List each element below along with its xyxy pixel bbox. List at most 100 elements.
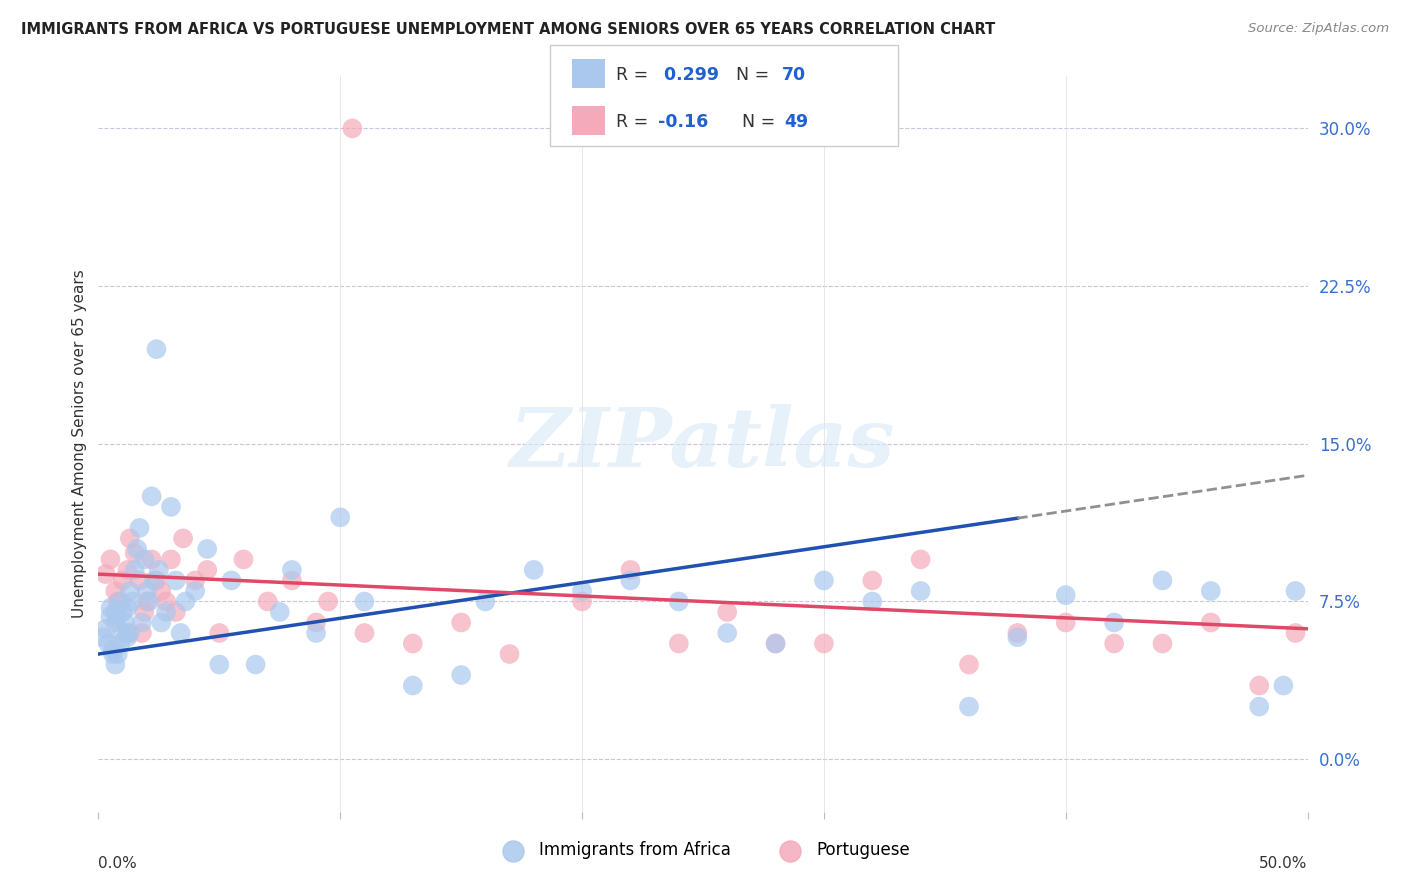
Text: 70: 70 xyxy=(782,66,806,84)
Point xyxy=(100,552,122,566)
Point xyxy=(232,552,254,566)
Point xyxy=(135,584,157,599)
Point xyxy=(143,574,166,588)
Point xyxy=(1249,699,1271,714)
Point xyxy=(97,636,120,650)
Point xyxy=(172,532,194,546)
Point xyxy=(108,636,131,650)
Point xyxy=(305,626,328,640)
Point xyxy=(208,626,231,640)
Point xyxy=(668,594,690,608)
Text: IMMIGRANTS FROM AFRICA VS PORTUGUESE UNEMPLOYMENT AMONG SENIORS OVER 65 YEARS CO: IMMIGRANTS FROM AFRICA VS PORTUGUESE UNE… xyxy=(21,22,995,37)
Point xyxy=(316,594,339,608)
Point xyxy=(1199,584,1222,599)
Point xyxy=(127,541,149,556)
Point xyxy=(169,626,191,640)
Point xyxy=(450,668,472,682)
Point xyxy=(1102,636,1125,650)
Point xyxy=(131,626,153,640)
Point xyxy=(571,594,593,608)
Text: R =: R = xyxy=(616,113,654,131)
Text: 0.0%: 0.0% xyxy=(98,856,138,871)
Point xyxy=(141,489,163,503)
Point xyxy=(860,594,883,608)
Point xyxy=(104,615,127,630)
Point xyxy=(208,657,231,672)
Point xyxy=(104,605,127,619)
Point xyxy=(145,574,167,588)
Point xyxy=(256,594,278,608)
Point xyxy=(523,563,546,577)
Point xyxy=(118,626,141,640)
Point xyxy=(813,636,835,650)
Point xyxy=(1054,588,1077,602)
Point xyxy=(141,552,163,566)
Point xyxy=(165,574,187,588)
Point xyxy=(221,574,243,588)
Point xyxy=(402,636,425,650)
Point xyxy=(150,584,173,599)
Point xyxy=(450,615,472,630)
Point xyxy=(104,657,127,672)
Y-axis label: Unemployment Among Seniors over 65 years: Unemployment Among Seniors over 65 years xyxy=(72,269,87,618)
Point xyxy=(1272,679,1295,693)
Point xyxy=(245,657,267,672)
Point xyxy=(329,510,352,524)
Point xyxy=(342,121,364,136)
Point xyxy=(1102,615,1125,630)
Text: 0.299: 0.299 xyxy=(658,66,718,84)
Point xyxy=(1054,615,1077,630)
Point xyxy=(353,626,375,640)
Point xyxy=(165,605,187,619)
Point xyxy=(101,647,124,661)
Point xyxy=(957,699,980,714)
Text: R =: R = xyxy=(616,66,654,84)
Point xyxy=(145,342,167,356)
Point xyxy=(1152,636,1174,650)
Point xyxy=(195,563,218,577)
Point xyxy=(155,605,177,619)
Point xyxy=(107,609,129,624)
Point xyxy=(91,630,114,644)
Point xyxy=(128,521,150,535)
Point xyxy=(195,541,218,556)
Point xyxy=(107,594,129,608)
Point xyxy=(94,567,117,582)
Text: 49: 49 xyxy=(785,113,808,131)
Point xyxy=(716,626,738,640)
Point xyxy=(104,584,127,599)
Point xyxy=(117,563,139,577)
Point xyxy=(184,574,207,588)
Point xyxy=(184,584,207,599)
Point xyxy=(124,563,146,577)
Point xyxy=(101,642,124,657)
Point xyxy=(765,636,787,650)
Point xyxy=(910,552,932,566)
Point xyxy=(860,574,883,588)
Point xyxy=(134,605,156,619)
Point xyxy=(124,546,146,560)
Point xyxy=(121,594,143,608)
Point xyxy=(1284,626,1306,640)
Point xyxy=(108,594,131,608)
Point xyxy=(1249,679,1271,693)
Point xyxy=(160,552,183,566)
Point xyxy=(148,563,170,577)
Point xyxy=(498,647,520,661)
Point xyxy=(150,615,173,630)
Point xyxy=(269,605,291,619)
Point xyxy=(765,636,787,650)
Point xyxy=(131,615,153,630)
Point xyxy=(114,615,136,630)
Point xyxy=(353,594,375,608)
Point xyxy=(957,657,980,672)
Point xyxy=(117,600,139,615)
Text: N =: N = xyxy=(731,113,780,131)
Point xyxy=(128,574,150,588)
Point xyxy=(174,594,197,608)
Point xyxy=(1284,584,1306,599)
Legend: Immigrants from Africa, Portuguese: Immigrants from Africa, Portuguese xyxy=(489,835,917,866)
Point xyxy=(111,626,134,640)
Point xyxy=(1152,574,1174,588)
Point xyxy=(281,563,304,577)
